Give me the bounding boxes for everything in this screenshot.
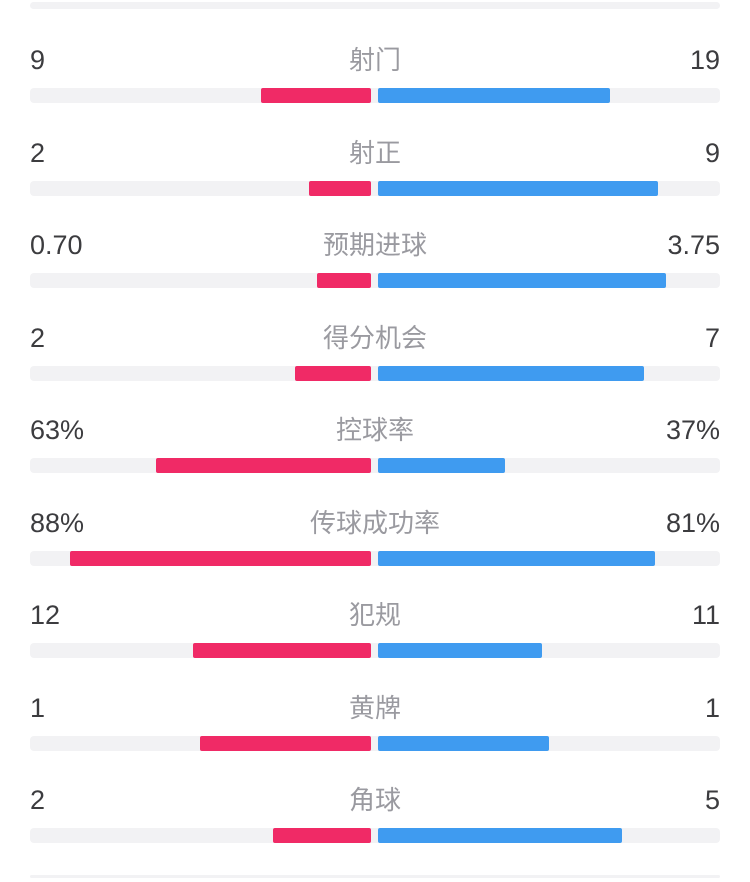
away-bar [378, 88, 611, 103]
away-value: 7 [704, 322, 720, 353]
away-bar [378, 180, 658, 196]
stat-row: 2 得分机会 7 [30, 318, 720, 411]
away-bar [378, 273, 667, 288]
home-bar [308, 180, 371, 196]
stat-labels-line: 63% 控球率 37% [30, 414, 720, 450]
stat-row: 88% 传球成功率 81% [30, 503, 720, 596]
away-value: 19 [689, 45, 720, 75]
home-bar [192, 643, 371, 658]
away-bar [378, 735, 549, 751]
stat-labels-line: 1 黄牌 1 [30, 692, 720, 728]
stat-labels-line: 2 角球 5 [30, 784, 720, 820]
home-bar [273, 828, 371, 843]
stat-label: 射正 [348, 137, 402, 168]
home-value: 9 [30, 45, 46, 75]
stats-rows: 9 射门 19 2 射正 9 0.70 预期进球 3.75 [30, 40, 720, 873]
stat-bar-track [30, 828, 720, 843]
stat-label: 黄牌 [348, 692, 402, 723]
home-bar [295, 365, 371, 381]
stat-bar-track [30, 458, 720, 473]
home-bar [70, 550, 371, 566]
stat-labels-line: 0.70 预期进球 3.75 [30, 229, 720, 265]
away-value: 9 [704, 137, 720, 168]
stat-labels-line: 2 得分机会 7 [30, 322, 720, 358]
away-value: 11 [691, 600, 720, 630]
stat-row: 63% 控球率 37% [30, 410, 720, 503]
away-value: 3.75 [667, 230, 720, 260]
stat-row: 12 犯规 11 [30, 595, 720, 688]
stat-bar-track [30, 365, 720, 381]
away-bar [378, 828, 623, 843]
stat-row: 1 黄牌 1 [30, 688, 720, 781]
home-value: 0.70 [30, 230, 83, 260]
stat-label: 角球 [348, 785, 402, 815]
away-bar [378, 550, 655, 566]
away-bar [378, 365, 644, 381]
home-bar [200, 735, 371, 751]
home-value: 2 [30, 785, 46, 815]
stat-row: 9 射门 19 [30, 40, 720, 133]
stat-label: 控球率 [335, 415, 415, 445]
home-value: 1 [30, 692, 46, 723]
stat-row: 2 角球 5 [30, 780, 720, 873]
home-value: 12 [30, 600, 61, 630]
stat-labels-line: 12 犯规 11 [30, 599, 720, 635]
home-bar [261, 88, 371, 103]
stat-row: 0.70 预期进球 3.75 [30, 225, 720, 318]
stat-labels-line: 9 射门 19 [30, 44, 720, 80]
stat-bar-track [30, 273, 720, 288]
stat-row: 2 射正 9 [30, 133, 720, 226]
stat-labels-line: 88% 传球成功率 81% [30, 507, 720, 543]
away-value: 1 [704, 692, 720, 723]
home-value: 2 [30, 137, 46, 168]
home-value: 63% [30, 415, 85, 445]
stat-bar-track [30, 180, 720, 196]
away-bar [378, 458, 505, 473]
away-value: 37% [665, 415, 720, 445]
stat-bar-track [30, 550, 720, 566]
top-partial-bar-track [30, 2, 720, 9]
home-value: 88% [30, 507, 85, 538]
stat-bar-track [30, 88, 720, 103]
stat-label: 犯规 [348, 600, 402, 630]
stat-label: 传球成功率 [309, 507, 441, 538]
stat-bar-track [30, 643, 720, 658]
stat-label: 射门 [348, 45, 402, 75]
home-bar [155, 458, 371, 473]
stat-bar-track [30, 735, 720, 751]
home-bar [317, 273, 371, 288]
away-bar [378, 643, 542, 658]
stat-label: 预期进球 [322, 230, 428, 260]
stat-labels-line: 2 射正 9 [30, 137, 720, 173]
stat-label: 得分机会 [322, 322, 428, 353]
home-value: 2 [30, 322, 46, 353]
away-value: 5 [704, 785, 720, 815]
away-value: 81% [665, 507, 720, 538]
bottom-partial-divider [30, 875, 720, 878]
